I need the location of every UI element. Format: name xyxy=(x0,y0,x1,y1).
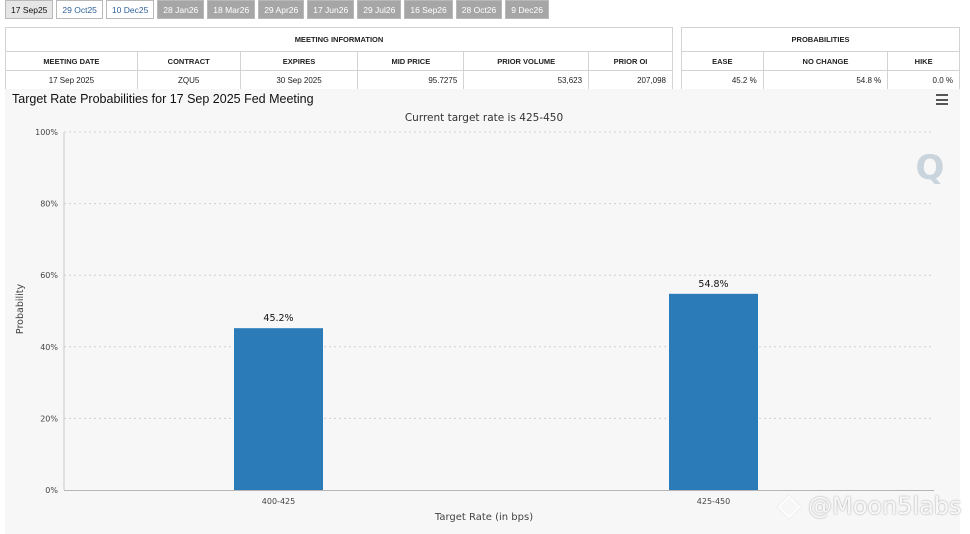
table-row: 45.2 % 54.8 % 0.0 % xyxy=(681,70,960,90)
bar-data-label: 54.8% xyxy=(698,279,728,290)
meeting-information-table: MEETING INFORMATION MEETING DATE CONTRAC… xyxy=(5,27,673,90)
tab-meeting-0[interactable]: 17 Sep25 xyxy=(5,0,54,19)
col-meeting-date: MEETING DATE xyxy=(5,51,138,71)
tab-meeting-10[interactable]: 9 Dec26 xyxy=(505,0,549,19)
prior-oi-value: 207,098 xyxy=(588,70,673,90)
chart-subtitle: Current target rate is 425-450 xyxy=(405,112,563,124)
col-hike: HIKE xyxy=(887,51,960,71)
col-no-change: NO CHANGE xyxy=(762,51,889,71)
mid-price-value: 95.7275 xyxy=(357,70,465,90)
col-prior-volume: PRIOR VOLUME xyxy=(463,51,590,71)
tab-meeting-1[interactable]: 29 Oct25 xyxy=(56,0,103,19)
q-logo-icon: Q xyxy=(916,148,945,188)
col-mid-price: MID PRICE xyxy=(357,51,465,71)
y-axis-title: Probability xyxy=(15,284,26,335)
tab-meeting-8[interactable]: 16 Sep26 xyxy=(404,0,453,19)
contract-value: ZQU5 xyxy=(136,70,241,90)
bar-425-450 xyxy=(669,293,758,490)
bar-chart: Current target rate is 425-450 Q 0% 20% 40% 6… xyxy=(15,112,945,523)
chart-panel: Target Rate Probabilities for 17 Sep 202… xyxy=(5,89,960,534)
tab-meeting-7[interactable]: 29 Jul26 xyxy=(357,0,402,19)
y-tick-label: 60% xyxy=(40,271,58,280)
watermark: @Moon5labs xyxy=(777,492,962,520)
meeting-information-title: MEETING INFORMATION xyxy=(5,27,673,52)
diamond-logo-icon xyxy=(777,495,801,519)
x-tick-label: 425-450 xyxy=(697,497,730,506)
expires-value: 30 Sep 2025 xyxy=(239,70,359,90)
probabilities-table: PROBABILITIES EASE NO CHANGE HIKE 45.2 %… xyxy=(681,27,960,90)
y-tick-label: 40% xyxy=(40,343,58,352)
tab-meeting-9[interactable]: 28 Oct26 xyxy=(455,0,503,19)
col-ease: EASE xyxy=(681,51,764,71)
table-row: 17 Sep 2025 ZQU5 30 Sep 2025 95.7275 53,… xyxy=(5,70,673,90)
tab-meeting-5[interactable]: 29 Apr26 xyxy=(258,0,305,19)
bar-400-425 xyxy=(234,328,323,490)
y-tick-label: 100% xyxy=(35,128,58,137)
tab-meeting-3[interactable]: 28 Jan26 xyxy=(157,0,205,19)
y-tick-label: 20% xyxy=(40,414,58,423)
hike-value: 0.0 % xyxy=(887,70,960,90)
tab-meeting-4[interactable]: 18 Mar26 xyxy=(207,0,256,19)
col-expires: EXPIRES xyxy=(239,51,359,71)
meeting-date-value: 17 Sep 2025 xyxy=(5,70,138,90)
tab-meeting-2[interactable]: 10 Dec25 xyxy=(105,0,155,19)
bar-data-label: 45.2% xyxy=(263,313,293,324)
hamburger-menu-icon[interactable] xyxy=(936,94,948,106)
col-contract: CONTRACT xyxy=(136,51,241,71)
meeting-tabs: 17 Sep25 29 Oct25 10 Dec25 28 Jan26 18 Mar26… xyxy=(5,0,549,20)
watermark-text: @Moon5labs xyxy=(808,492,962,520)
col-prior-oi: PRIOR OI xyxy=(588,51,673,71)
y-tick-label: 0% xyxy=(45,486,58,495)
no-change-value: 54.8 % xyxy=(762,70,889,90)
prior-volume-value: 53,623 xyxy=(463,70,590,90)
x-axis-title: Target Rate (in bps) xyxy=(434,512,533,523)
tab-meeting-6[interactable]: 17 Jun26 xyxy=(307,0,355,19)
probabilities-title: PROBABILITIES xyxy=(681,27,960,52)
x-tick-label: 400-425 xyxy=(262,497,295,506)
chart-title: Target Rate Probabilities for 17 Sep 202… xyxy=(12,92,314,106)
ease-value: 45.2 % xyxy=(681,70,764,90)
y-tick-label: 80% xyxy=(40,200,58,209)
